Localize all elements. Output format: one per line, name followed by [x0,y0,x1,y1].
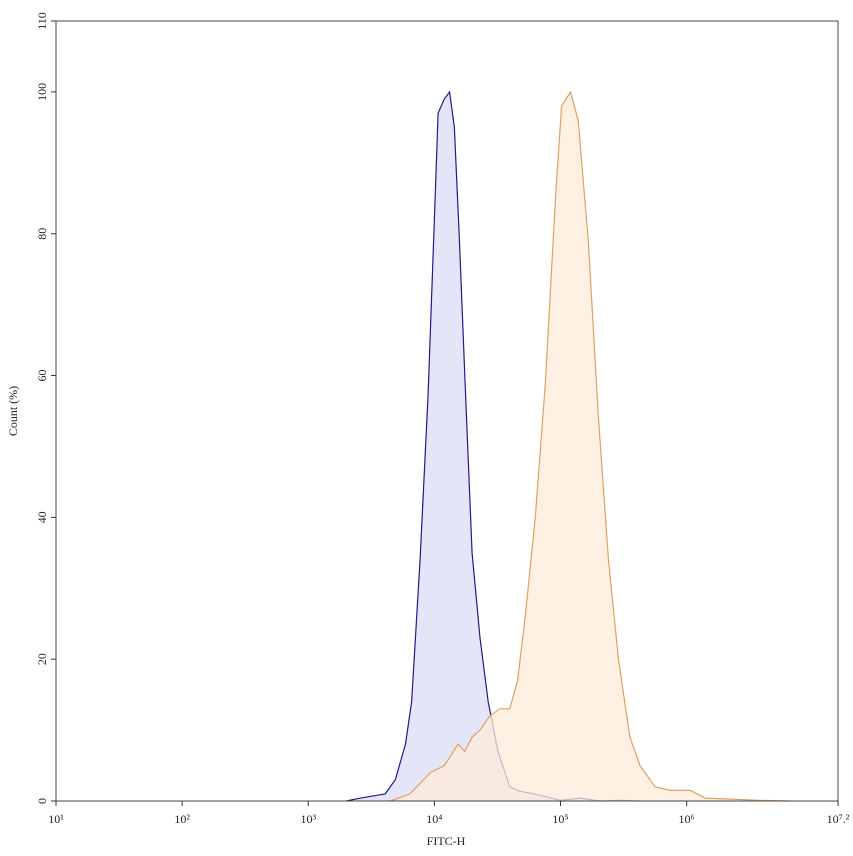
x-tick-label: 10¹ [48,812,64,826]
y-axis-title: Count (%) [6,386,20,436]
x-tick-label: 10⁴ [426,812,442,826]
y-tick-label: 60 [35,370,49,382]
area [346,91,641,801]
y-tick-label: 20 [35,653,49,665]
x-tick-label: 10⁷.² [827,812,850,826]
x-tick-label: 10⁵ [552,812,568,826]
y-tick-label: 100 [35,83,49,101]
y-tick-label: 40 [35,511,49,523]
y-tick-label: 80 [35,228,49,240]
x-tick-label: 10² [174,812,190,826]
x-tick-label: 10⁶ [679,812,695,826]
y-tick-label: 110 [35,12,49,30]
x-axis-title: FITC-H [427,834,466,848]
area [390,91,791,801]
plot-frame [55,20,839,802]
line [390,90,791,802]
y-tick-label: 0 [35,798,49,804]
x-tick-label: 10³ [300,812,316,826]
